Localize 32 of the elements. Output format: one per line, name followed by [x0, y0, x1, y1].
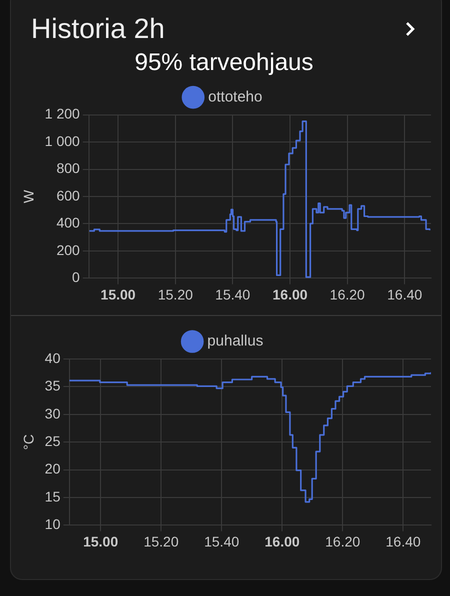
x-tick-label: 16.00	[272, 286, 308, 302]
y-tick-label: 15	[44, 488, 61, 504]
x-tick-label: 15.20	[158, 286, 194, 302]
y-axis-title: W	[20, 189, 36, 204]
x-tick-label: 15.40	[215, 286, 250, 302]
x-tick-label: 15.00	[83, 533, 118, 550]
y-tick-label: 25	[44, 432, 61, 449]
x-tick-label: 16.20	[325, 533, 360, 550]
x-tick-label: 16.40	[386, 533, 421, 550]
y-tick-label: 400	[56, 214, 80, 231]
y-axis-title: °C	[20, 434, 36, 450]
y-tick-label: 1 000	[44, 132, 80, 149]
y-tick-label: 0	[72, 269, 80, 286]
y-tick-label: 10	[44, 516, 61, 532]
y-tick-label: 600	[56, 187, 80, 204]
x-tick-label: 16.40	[387, 286, 422, 302]
legend-label: ottoteho	[208, 88, 262, 106]
y-tick-label: 800	[56, 160, 80, 176]
chart-title: Historia 2h	[31, 13, 165, 45]
y-tick-label: 30	[44, 405, 61, 422]
chart-subtitle: 95% tarveohjaus	[134, 49, 314, 76]
x-tick-label: 16.20	[330, 286, 366, 302]
x-tick-label: 15.20	[144, 533, 179, 550]
y-tick-label: 40	[44, 350, 61, 366]
x-tick-label: 15.00	[100, 286, 136, 302]
legend-label: puhallus	[207, 332, 264, 350]
y-tick-label: 200	[56, 242, 80, 258]
y-tick-label: 35	[44, 378, 61, 394]
y-tick-label: 20	[44, 460, 61, 477]
y-tick-label: 1 200	[44, 106, 80, 122]
x-tick-label: 16.00	[264, 533, 300, 550]
x-tick-label: 15.40	[204, 533, 240, 550]
